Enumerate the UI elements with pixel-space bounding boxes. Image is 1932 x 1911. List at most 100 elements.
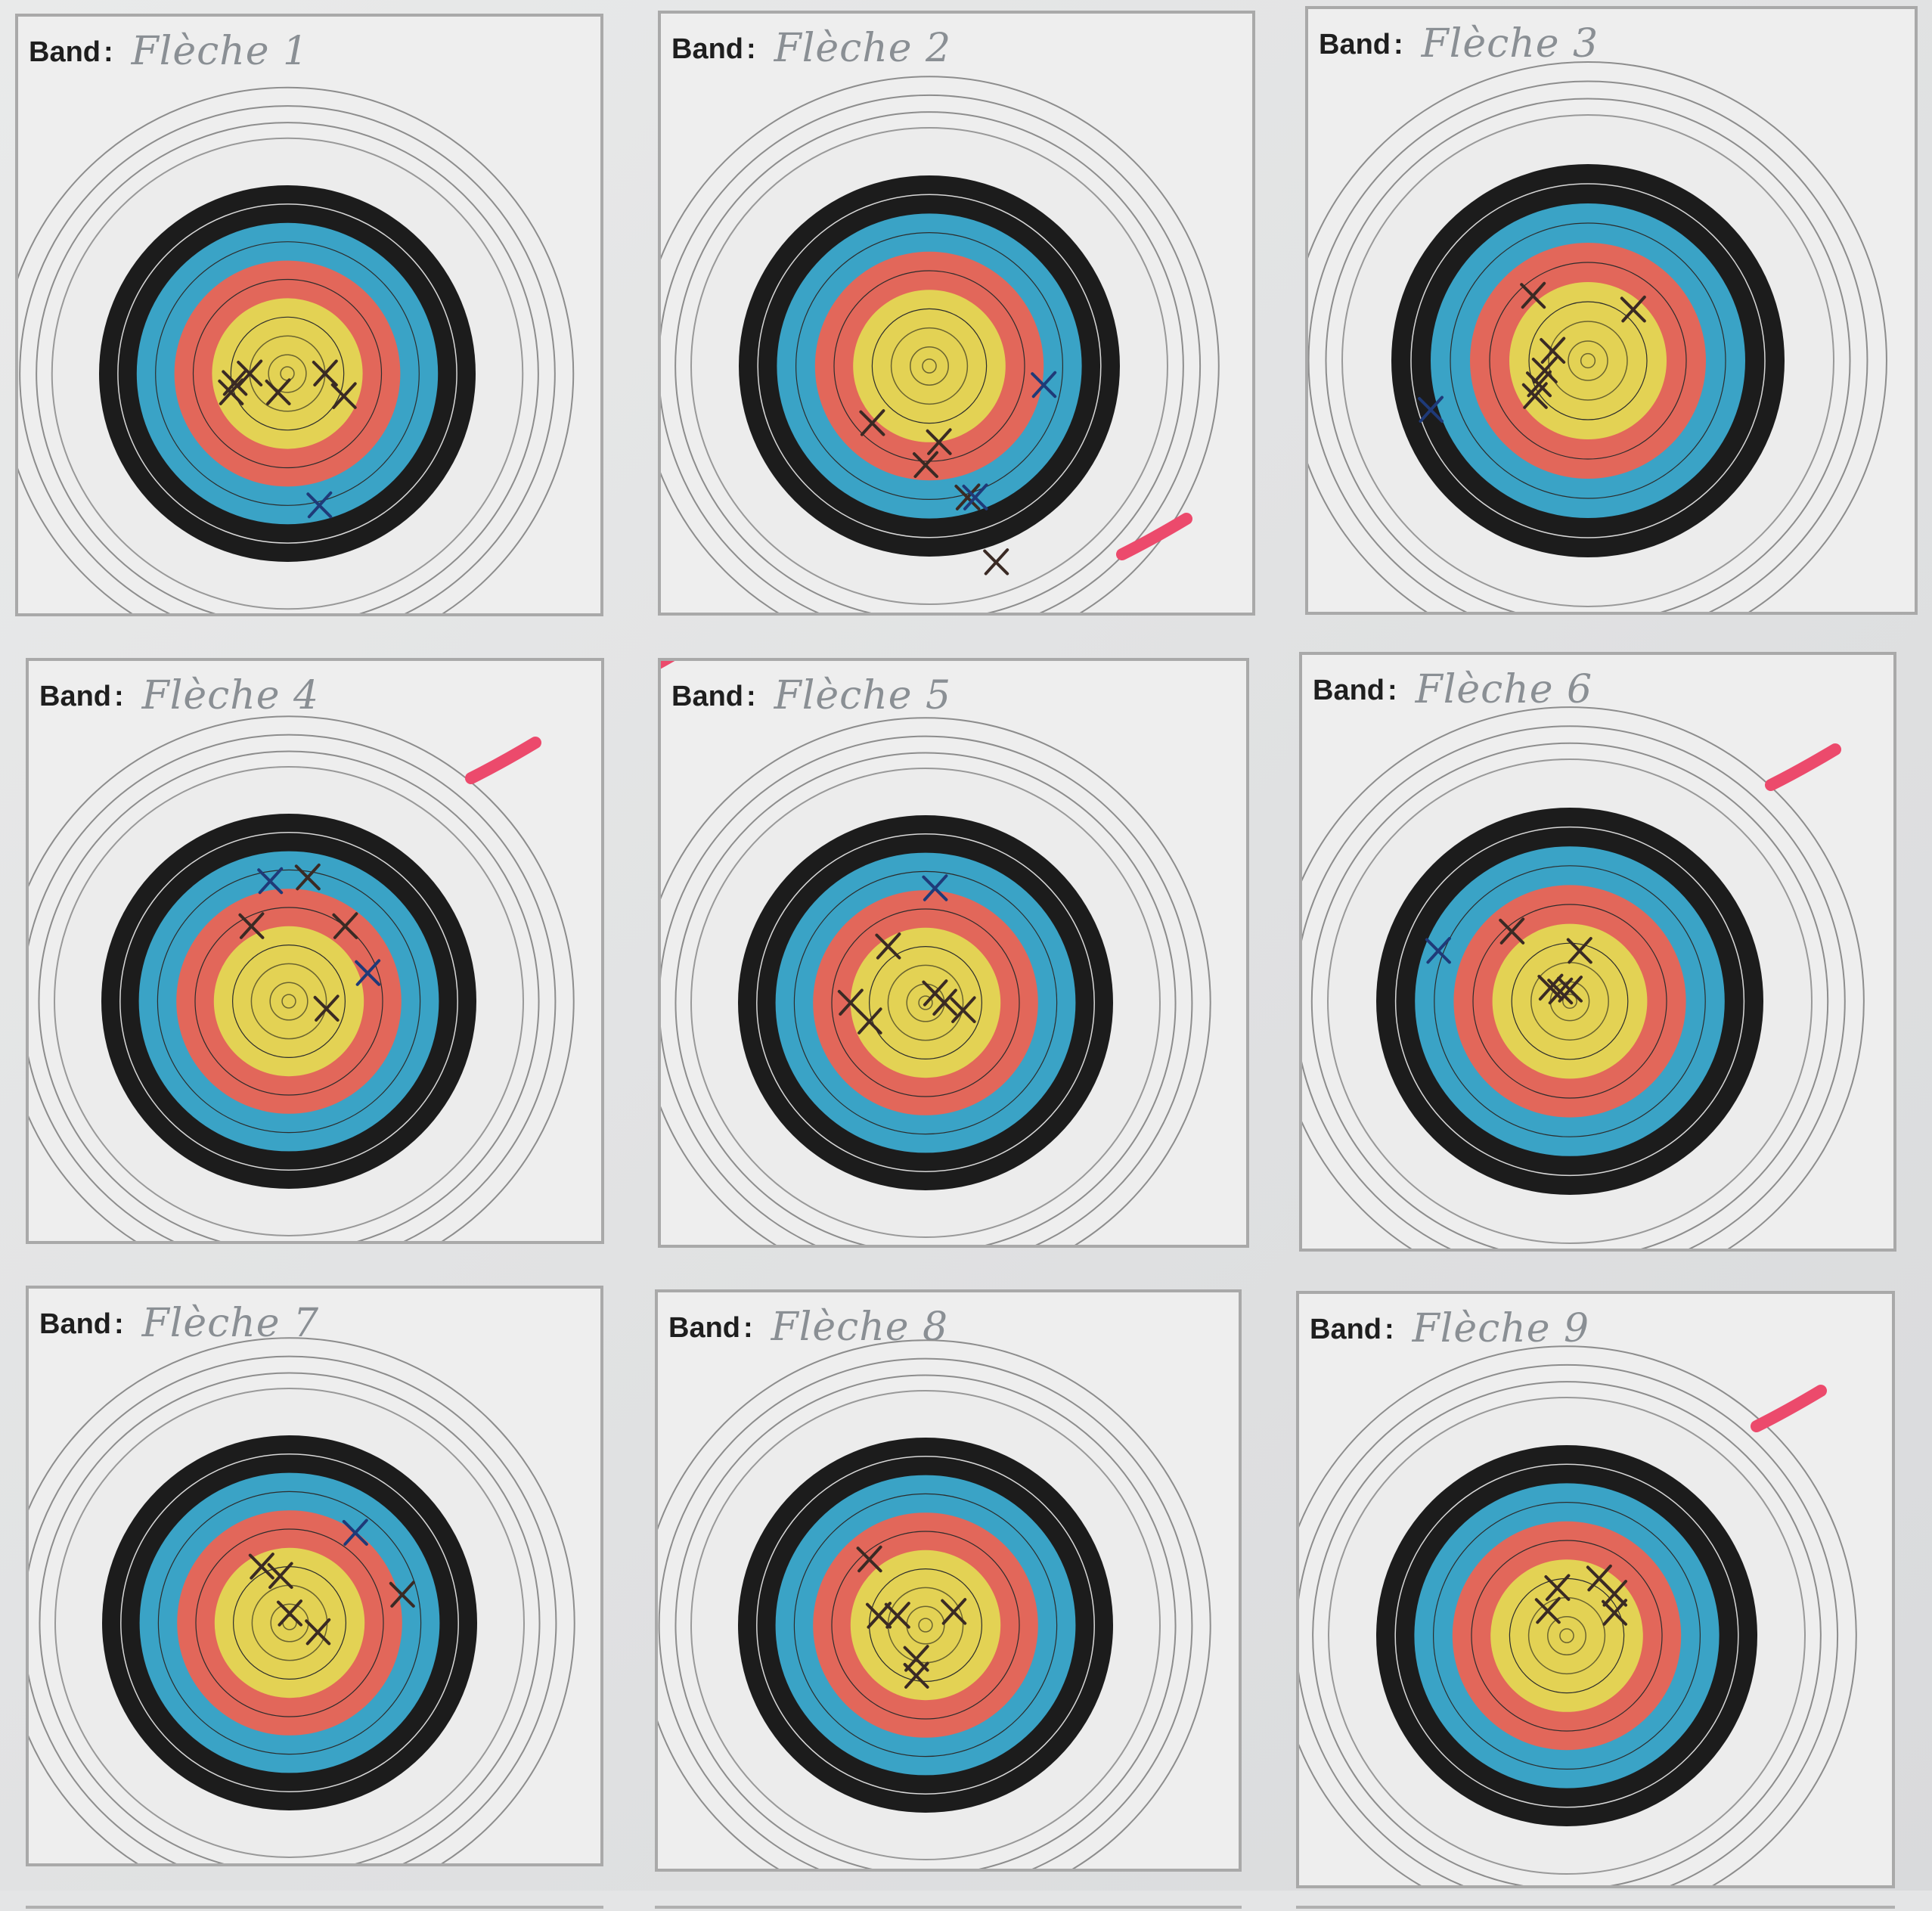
arrow-hit-mark (389, 1581, 415, 1608)
inner-ten-line (1568, 340, 1608, 381)
arrow-label: Flèche 8 (771, 1305, 949, 1350)
next-card-edge (655, 1906, 1242, 1909)
outer-ring-line (661, 717, 1211, 1245)
archery-target (1302, 706, 1865, 1249)
outer-ring-line (29, 715, 575, 1241)
arrow-label: Flèche 6 (1415, 667, 1593, 712)
score-line (890, 327, 969, 405)
score-line (887, 964, 964, 1041)
arrow-hit-mark-blue (355, 959, 381, 986)
card-header: Band: Flèche 9 (1310, 1303, 1590, 1351)
card-header: Band: Flèche 4 (39, 670, 319, 718)
target-card-6: Band: Flèche 6 (1299, 652, 1896, 1252)
score-line (831, 908, 1020, 1097)
score-line (1472, 904, 1667, 1099)
card-header: Band: Flèche 1 (29, 26, 309, 74)
arrow-hit-mark (912, 451, 938, 479)
score-line (192, 278, 383, 469)
outer-ring-line (18, 86, 575, 613)
score-line (1528, 301, 1648, 420)
highlighter-mark (465, 737, 541, 784)
arrow-hit-mark (1557, 976, 1583, 1003)
archery-target (29, 1337, 575, 1863)
arrow-hit-mark (332, 912, 358, 939)
band-label: Band: (1313, 675, 1397, 706)
outer-ring-line (1299, 1345, 1857, 1885)
x-ring (918, 1618, 933, 1633)
arrow-hit-mark (1499, 917, 1525, 945)
target-card-2: Band: Flèche 2 (658, 11, 1255, 616)
arrow-hit-mark (1531, 356, 1558, 383)
outer-ring-line (661, 76, 1220, 613)
score-line (117, 203, 457, 544)
score-line (155, 241, 420, 506)
archery-target (18, 86, 575, 613)
target-card-8: Band: Flèche 8 (655, 1289, 1242, 1872)
outer-ring-line (1310, 742, 1829, 1249)
arrow-hit-mark-blue (1031, 371, 1057, 399)
band-label: Band: (1310, 1314, 1394, 1345)
score-line (756, 1456, 1095, 1795)
outer-ring-line (661, 735, 1193, 1245)
arrow-label: Flèche 9 (1412, 1306, 1590, 1351)
outer-ring-line (674, 1374, 1177, 1869)
arrow-hit-mark (238, 912, 265, 939)
outer-ring-line (661, 95, 1201, 613)
score-line (119, 832, 458, 1171)
arrow-hit-mark (926, 428, 952, 455)
outer-ring-line (1312, 1381, 1822, 1885)
band-label: Band: (1319, 29, 1403, 60)
arrow-hit-mark (903, 1661, 929, 1689)
outer-ring-line (674, 111, 1184, 613)
arrow-label: Flèche 1 (131, 29, 309, 74)
band-label: Band: (671, 33, 756, 65)
outer-ring-line (1302, 725, 1846, 1249)
target-card-9: Band: Flèche 9 (1296, 1291, 1895, 1888)
arrow-hit-mark (277, 1599, 302, 1627)
arrow-hit-mark (859, 409, 885, 436)
arrow-hit-mark (1547, 977, 1574, 1005)
score-line (1471, 1540, 1663, 1732)
arrow-hit-mark (1520, 281, 1546, 309)
gold-ring (850, 1550, 1001, 1701)
target-card-5: Band: Flèche 5 (658, 658, 1249, 1248)
outer-ring-line (36, 122, 539, 613)
arrow-hit-mark-blue (922, 874, 948, 901)
score-line (871, 308, 988, 424)
card-header: Band: Flèche 5 (671, 670, 951, 718)
inner-ten-line (910, 346, 949, 386)
inner-ten-line (269, 982, 309, 1021)
arrow-hit-mark (1620, 295, 1646, 323)
outer-ring-line (29, 734, 557, 1241)
target-card-4: Band: Flèche 4 (26, 658, 604, 1244)
arrow-hit-mark-blue (962, 483, 988, 510)
next-card-edge (1296, 1906, 1895, 1909)
outer-ring-line (29, 1337, 575, 1863)
arrow-hit-mark (1602, 1580, 1627, 1607)
x-ring (281, 994, 296, 1009)
outer-ring-line (29, 1355, 557, 1863)
score-line (232, 945, 346, 1059)
archery-target (1299, 1345, 1857, 1885)
arrow-hit-mark (294, 863, 321, 891)
target-card-3: Band: Flèche 3 (1305, 6, 1918, 615)
arrow-hit-mark (931, 988, 957, 1016)
score-line (793, 1493, 1058, 1757)
outer-ring-line (1302, 706, 1865, 1249)
outer-ring-line (38, 750, 540, 1241)
card-header: Band: Flèche 3 (1319, 18, 1599, 67)
arrow-hit-mark (954, 483, 981, 510)
highlighter-mark (1116, 513, 1192, 560)
x-ring (1559, 1628, 1574, 1643)
score-line (1394, 826, 1745, 1177)
arrow-hit-mark (875, 932, 901, 960)
score-line (1433, 1502, 1701, 1770)
arrow-hit-mark (330, 382, 357, 409)
arrow-hit-mark (950, 996, 976, 1023)
outer-ring-line (658, 1339, 1211, 1869)
score-line (120, 1453, 459, 1792)
arrow-hit-mark (1534, 1596, 1561, 1624)
score-line (1548, 321, 1628, 401)
gold-ring (1490, 1559, 1643, 1712)
arrow-hit-mark (267, 1562, 293, 1589)
